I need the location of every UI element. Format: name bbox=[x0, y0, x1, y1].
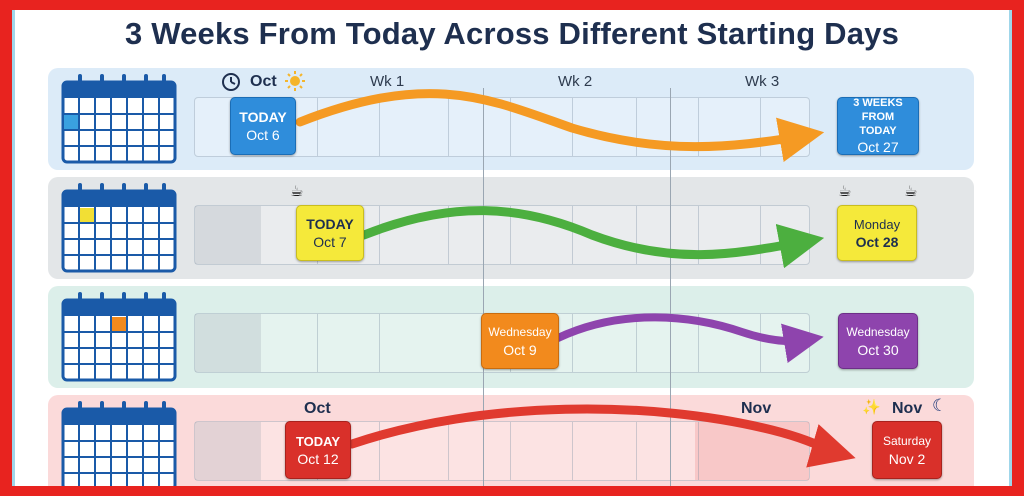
coffee-cup-icon: ☕ bbox=[838, 183, 852, 200]
start-date-box: TODAY Oct 6 bbox=[230, 97, 296, 155]
month-label: Oct bbox=[250, 73, 277, 90]
week-label: Wk 2 bbox=[558, 73, 593, 90]
week-divider bbox=[483, 88, 484, 486]
start-date-box: TODAY Oct 12 bbox=[285, 421, 351, 479]
end-date-box: Monday Oct 28 bbox=[837, 205, 917, 261]
end-date-box: Saturday Nov 2 bbox=[872, 421, 942, 479]
sun-icon bbox=[285, 71, 305, 91]
calendar-icon bbox=[61, 401, 177, 486]
end-date-box: Wednesday Oct 30 bbox=[838, 313, 918, 369]
end-date-box: 3 WEEKS FROM TODAY Oct 27 bbox=[837, 97, 919, 155]
left-edge-line bbox=[12, 10, 15, 486]
arrows-layer bbox=[295, 89, 856, 468]
moon-icon: ☾ bbox=[932, 396, 948, 415]
arrow-purple bbox=[554, 313, 824, 364]
arrow-green bbox=[359, 206, 825, 269]
start-date-box: TODAY Oct 7 bbox=[296, 205, 364, 261]
start-date-box: Wednesday Oct 9 bbox=[481, 313, 559, 369]
right-edge-line bbox=[1009, 10, 1012, 486]
page-title: 3 Weeks From Today Across Different Star… bbox=[124, 16, 900, 51]
week-label: Wk 1 bbox=[370, 73, 405, 90]
calendar-icon bbox=[61, 292, 177, 382]
month-label: Nov bbox=[892, 400, 923, 417]
calendar-icon bbox=[61, 183, 177, 273]
coffee-cup-icon: ☕ bbox=[290, 183, 304, 200]
week-label: Wk 3 bbox=[745, 73, 780, 90]
clock-icon bbox=[222, 73, 240, 91]
arrow-orange bbox=[295, 89, 825, 162]
month-label: Nov bbox=[741, 400, 772, 417]
arrow-red bbox=[347, 404, 856, 468]
stars-icon: ✨ bbox=[862, 399, 881, 416]
calendar-icon bbox=[61, 74, 177, 164]
week-divider bbox=[670, 88, 671, 486]
month-label: Oct bbox=[304, 400, 331, 417]
coffee-cup-icon: ☕ bbox=[904, 183, 918, 200]
infographic-panel: 3 Weeks From Today Across Different Star… bbox=[12, 10, 1012, 486]
